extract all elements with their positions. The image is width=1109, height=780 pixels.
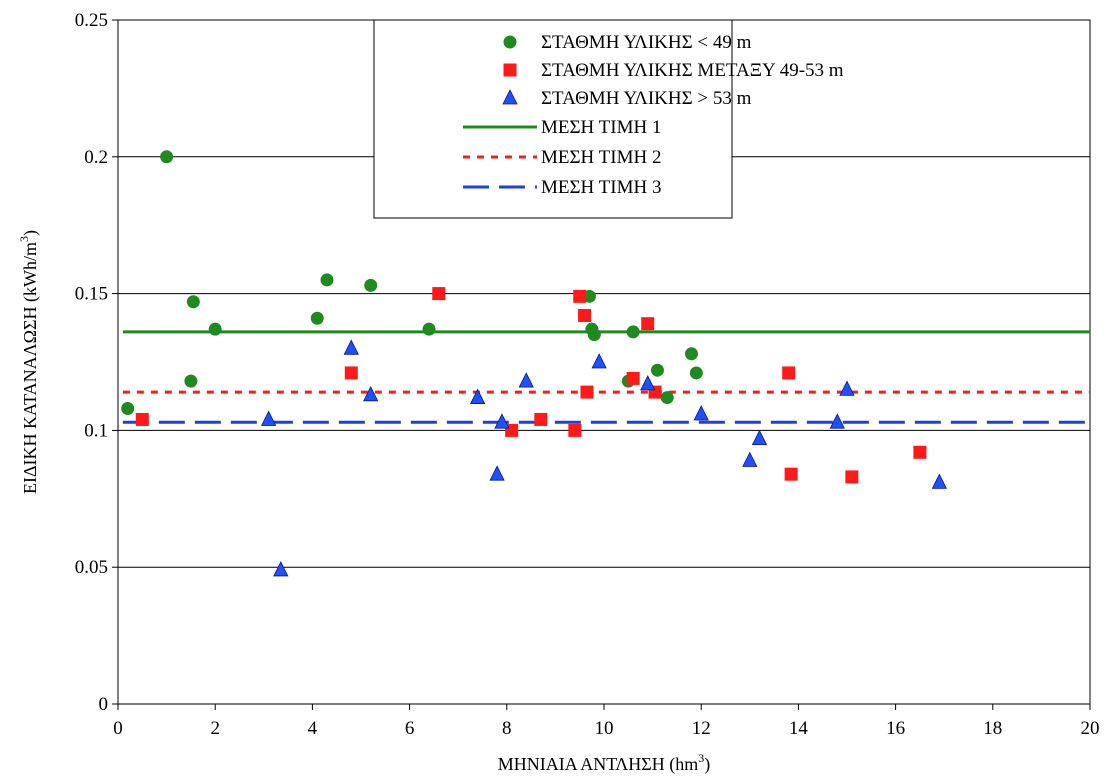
series-2-point: [578, 308, 592, 322]
series-2-point: [641, 317, 655, 331]
y-tick-label: 0.2: [84, 147, 108, 168]
series-1-point: [422, 322, 436, 336]
series-2-points: [135, 287, 927, 484]
mean-lines: [122, 330, 1090, 424]
series-1-point: [310, 311, 324, 325]
legend-label-mean-3: ΜΕΣΗ ΤΙΜΗ 3: [541, 177, 662, 198]
y-tick-label: 0.15: [75, 284, 108, 305]
x-tick-label: 0: [113, 718, 123, 739]
x-tick-label: 18: [983, 718, 1002, 739]
series-2-point: [135, 412, 149, 426]
x-tick-label: 2: [210, 718, 220, 739]
x-tick-label: 14: [789, 718, 809, 739]
series-3-point: [591, 353, 607, 369]
legend-marker-series-3: [502, 89, 518, 105]
series-3-point: [742, 451, 758, 467]
x-tick-label: 20: [1081, 718, 1100, 739]
series-1-point: [186, 295, 200, 309]
series-1-point: [650, 363, 664, 377]
y-tick-label: 0.1: [84, 420, 108, 441]
x-tick-label: 4: [308, 718, 318, 739]
series-2-point: [913, 445, 927, 459]
legend-label-mean-2: ΜΕΣΗ ΤΙΜΗ 2: [541, 147, 662, 168]
x-tick-label: 12: [692, 718, 711, 739]
series-1-point: [184, 374, 198, 388]
series-1-point: [121, 402, 135, 416]
legend-label-mean-1: ΜΕΣΗ ΤΙΜΗ 1: [541, 117, 662, 138]
series-3-point: [489, 465, 505, 481]
series-2-point: [573, 289, 587, 303]
y-tick-label: 0.25: [75, 10, 108, 31]
series-2-point: [568, 423, 582, 437]
series-3-point: [640, 374, 656, 391]
legend-label-series-3: ΣΤΑΘΜΗ ΥΛΙΚΗΣ > 53 m: [541, 88, 752, 109]
series-1-point: [320, 273, 334, 287]
series-2-point: [626, 371, 640, 385]
series-3-point: [931, 473, 947, 489]
series-3-point: [273, 561, 289, 577]
series-3-point: [494, 413, 510, 429]
legend: ΣΤΑΘΜΗ ΥΛΙΚΗΣ < 49 m ΣΤΑΘΜΗ ΥΛΙΚΗΣ ΜΕΤΑΞΥ…: [373, 19, 844, 219]
series-3-point: [261, 410, 277, 426]
series-3-point: [363, 385, 379, 402]
series-2-point: [845, 470, 859, 484]
series-2-point: [432, 287, 446, 301]
legend-label-series-1: ΣΤΑΘΜΗ ΥΛΙΚΗΣ < 49 m: [541, 32, 752, 53]
series-3-points: [261, 339, 947, 577]
legend-label-series-2: ΣΤΑΘΜΗ ΥΛΙΚΗΣ ΜΕΤΑΞΥ 49-53 m: [541, 60, 844, 81]
series-3-point: [839, 380, 855, 396]
series-3-point: [518, 372, 534, 388]
series-2-point: [344, 366, 358, 380]
legend-marker-series-2: [503, 63, 517, 77]
series-3-point: [693, 405, 709, 421]
y-tick-label: 0.05: [75, 557, 108, 578]
series-3-point: [343, 339, 359, 355]
axes: 0 0.05 0.1 0.15 0.2 0.25 0 2 4 6 8 10 12 14 16 18 20: [75, 10, 1100, 739]
series-1-point: [684, 347, 698, 361]
series-2-point: [782, 366, 796, 380]
x-tick-label: 8: [502, 718, 512, 739]
x-axis-title: ΜΗΝΙΑΙΑ ΑΝΤΛΗΣΗ (hm3): [498, 751, 711, 775]
y-axis-title: ΕΙΔΙΚΗ ΚΑΤΑΝΑΛΩΣΗ (kWh/m3): [17, 230, 41, 494]
y-tick-label: 0: [99, 694, 109, 715]
series-3-point: [751, 429, 768, 446]
series-2-point: [784, 467, 798, 481]
data-points: [121, 150, 947, 577]
series-1-point: [689, 366, 703, 380]
legend-marker-series-1: [503, 35, 517, 49]
series-1-point: [587, 328, 601, 342]
series-3-point: [829, 413, 845, 429]
x-tick-label: 6: [405, 718, 415, 739]
series-1-point: [660, 391, 674, 405]
series-2-point: [580, 385, 594, 399]
series-1-point: [208, 322, 222, 336]
x-tick-label: 16: [886, 718, 905, 739]
series-1-point: [364, 278, 378, 292]
x-tick-label: 10: [595, 718, 614, 739]
series-1-point: [626, 325, 640, 339]
series-1-point: [160, 150, 174, 164]
legend-box: [373, 19, 733, 219]
series-3-point: [469, 388, 486, 404]
series-2-point: [534, 412, 548, 426]
